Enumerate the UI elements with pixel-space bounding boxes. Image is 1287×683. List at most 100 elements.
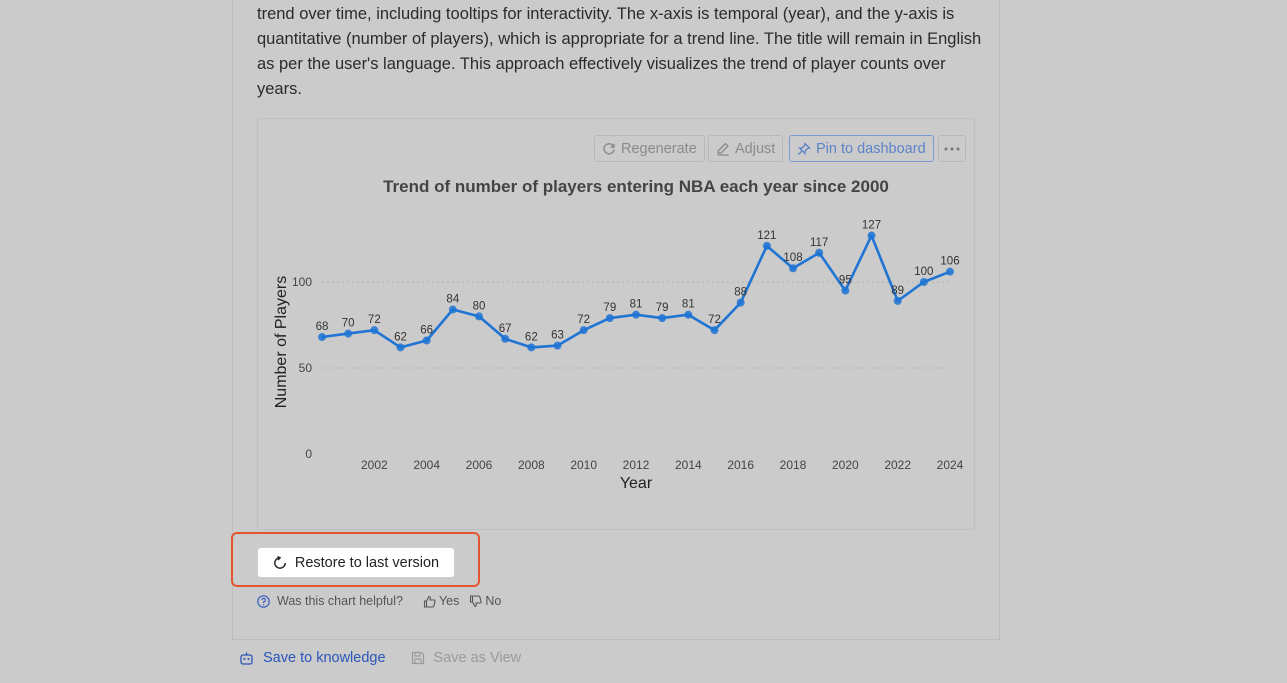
x-tick-label: 2008 (518, 458, 545, 472)
more-icon (944, 147, 960, 150)
data-point[interactable] (553, 341, 562, 350)
x-tick-label: 2016 (727, 458, 754, 472)
y-tick-label: 0 (305, 447, 312, 461)
data-point[interactable] (527, 343, 536, 352)
knowledge-robot-icon (240, 652, 253, 665)
data-point[interactable] (841, 286, 850, 295)
data-label: 108 (783, 252, 802, 264)
data-point[interactable] (919, 278, 928, 286)
data-label: 70 (342, 318, 355, 330)
data-label: 66 (420, 324, 433, 336)
save-as-view-label: Save as View (433, 650, 522, 666)
data-point[interactable] (448, 305, 457, 314)
data-label: 68 (316, 321, 329, 333)
data-label: 84 (446, 294, 459, 306)
x-tick-label: 2012 (623, 458, 650, 472)
restore-label: Restore to last version (294, 554, 440, 571)
line-chart: 0 50 100 2002 2004 2006 2008 2010 2012 2014 2016 2… (273, 177, 964, 492)
data-point[interactable] (867, 231, 876, 240)
data-point[interactable] (501, 334, 510, 343)
data-label: 62 (525, 331, 538, 343)
yes-button[interactable]: Yes (423, 594, 459, 608)
data-point[interactable] (946, 267, 954, 276)
pin-icon (797, 141, 811, 155)
data-point[interactable] (422, 336, 431, 345)
x-tick-label: 2020 (832, 458, 859, 472)
data-label: 81 (682, 299, 695, 311)
data-point[interactable] (396, 343, 405, 352)
data-label: 79 (656, 302, 669, 314)
chart-title: Trend of number of players entering NBA … (383, 177, 889, 196)
message-actions: Save to knowledge Save as View (239, 650, 521, 666)
data-point[interactable] (579, 326, 588, 335)
data-point[interactable] (762, 241, 771, 250)
data-point[interactable] (605, 314, 614, 323)
data-label: 117 (810, 237, 828, 249)
save-as-view-button[interactable]: Save as View (411, 650, 522, 666)
restore-highlight-frame (231, 532, 480, 587)
thumbs-up-icon (423, 595, 436, 608)
save-to-knowledge-button[interactable]: Save to knowledge (239, 650, 386, 666)
chart-description: trend over time, including tooltips for … (257, 5, 982, 98)
data-point[interactable] (684, 310, 693, 319)
data-point[interactable] (318, 333, 326, 342)
feedback-question: Was this chart helpful? (257, 594, 403, 608)
save-to-knowledge-label: Save to knowledge (263, 650, 386, 666)
pin-to-dashboard-button[interactable]: Pin to dashboard (789, 135, 934, 162)
restore-to-last-version-button[interactable]: Restore to last version (257, 547, 455, 578)
data-point[interactable] (475, 312, 483, 321)
chat-message-card (232, 0, 1000, 640)
data-label: 63 (551, 330, 564, 342)
rotate-icon (273, 555, 286, 569)
data-label: 62 (394, 331, 407, 343)
floppy-disk-icon (411, 651, 424, 665)
data-label: 127 (862, 220, 881, 232)
x-axis-label: Year (620, 475, 653, 492)
x-tick-label: 2002 (361, 458, 388, 472)
series-line (321, 234, 951, 349)
data-point[interactable] (632, 310, 640, 319)
x-tick-label: 2024 (937, 458, 964, 472)
data-label: 95 (839, 275, 852, 287)
data-label: 72 (577, 314, 590, 326)
data-label: 80 (473, 300, 486, 312)
data-point[interactable] (789, 264, 797, 273)
y-axis-label: Number of Players (273, 276, 290, 409)
x-tick-label: 2010 (570, 458, 597, 472)
data-label: 81 (630, 299, 643, 311)
data-label: 72 (368, 314, 381, 326)
data-point[interactable] (710, 326, 719, 335)
yes-label: Yes (438, 594, 460, 608)
data-label: 100 (914, 266, 933, 278)
pin-label: Pin to dashboard (816, 140, 926, 157)
refresh-icon (603, 142, 615, 154)
question-circle-icon (257, 594, 270, 608)
data-point[interactable] (736, 298, 745, 307)
data-label: 79 (603, 302, 616, 314)
data-label: 106 (940, 256, 959, 268)
no-button[interactable]: No (469, 594, 501, 608)
regenerate-button[interactable]: Regenerate (594, 135, 705, 162)
data-point[interactable] (658, 314, 667, 323)
x-tick-label: 2006 (466, 458, 493, 472)
data-point[interactable] (344, 329, 353, 338)
y-tick-label: 100 (292, 275, 312, 289)
data-label: 67 (499, 323, 512, 335)
data-label: 121 (757, 230, 776, 242)
no-label: No (485, 594, 502, 608)
x-tick-label: 2018 (780, 458, 807, 472)
pencil-icon (717, 142, 729, 156)
data-label: 88 (734, 287, 747, 299)
regenerate-label: Regenerate (621, 140, 697, 157)
chart-container (257, 118, 975, 530)
data-label: 89 (891, 285, 904, 297)
more-options-button[interactable] (938, 135, 966, 162)
adjust-label: Adjust (735, 140, 776, 157)
adjust-button[interactable]: Adjust (708, 135, 784, 162)
data-point[interactable] (370, 326, 379, 335)
x-tick-label: 2022 (884, 458, 911, 472)
data-point[interactable] (815, 248, 824, 257)
y-tick-label: 50 (299, 361, 313, 375)
thumbs-down-icon (470, 594, 482, 607)
data-point[interactable] (893, 296, 902, 305)
